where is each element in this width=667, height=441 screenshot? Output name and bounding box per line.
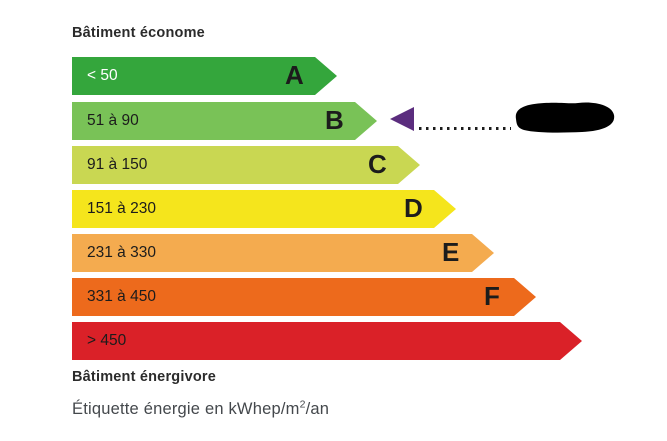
unit-text-prefix: Étiquette énergie en kWhep/m: [72, 400, 300, 418]
energy-class-marker-arrow: [389, 106, 415, 132]
energy-class-bar-g: > 450: [72, 322, 582, 360]
caption-economical-building: Bâtiment économe: [72, 25, 205, 41]
redacted-value-blob: [504, 99, 617, 133]
caption-energy-unit: Étiquette énergie en kWhep/m2/an: [72, 398, 330, 419]
bar-arrow-shape: [72, 278, 536, 316]
energy-class-bar-c: 91 à 150 C: [72, 146, 420, 184]
bar-arrow-shape: [72, 102, 377, 140]
bar-arrow-shape: [72, 146, 420, 184]
bar-arrow-shape: [72, 234, 494, 272]
marker-leader-dotted-line: [419, 117, 511, 130]
energy-class-bar-d: 151 à 230 D: [72, 190, 456, 228]
unit-superscript: 2: [299, 398, 306, 411]
energy-class-bar-f: 331 à 450 F: [72, 278, 536, 316]
bar-arrow-shape: [72, 190, 456, 228]
energy-class-bar-e: 231 à 330 E: [72, 234, 494, 272]
energy-class-bar-b: 51 à 90 B: [72, 102, 377, 140]
bar-arrow-shape: [72, 57, 337, 95]
bar-arrow-shape: [72, 322, 582, 360]
energy-class-bar-a: < 50 A: [72, 57, 337, 95]
caption-energy-hungry-building: Bâtiment énergivore: [72, 369, 217, 385]
unit-text-suffix: /an: [305, 400, 330, 418]
